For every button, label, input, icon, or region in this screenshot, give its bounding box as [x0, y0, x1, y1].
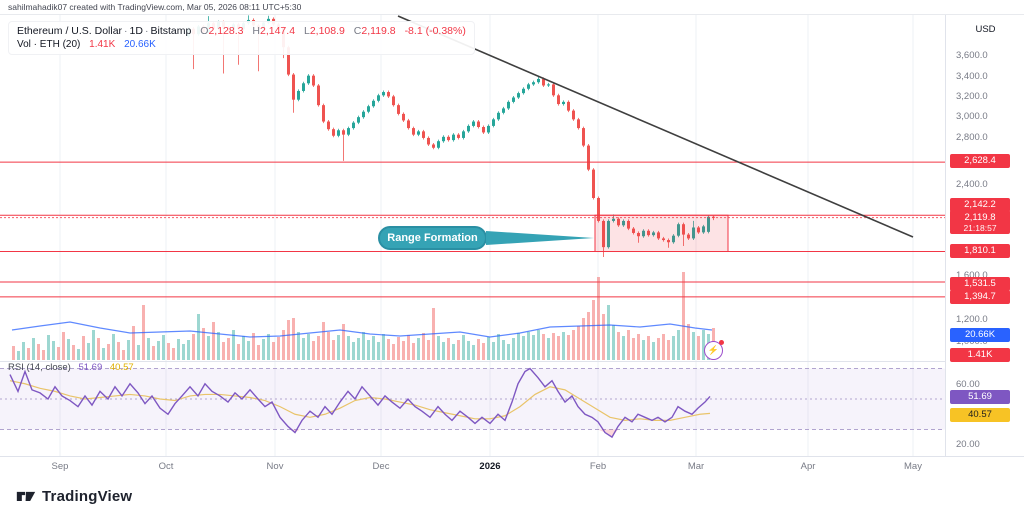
price-label-badge: 1,394.7	[950, 290, 1010, 304]
main-chart-canvas[interactable]	[0, 0, 945, 456]
change-value: -8.1 (-0.38%)	[404, 25, 466, 37]
time-tick-label: Feb	[589, 461, 607, 472]
countdown-timer: 21:18:57	[963, 223, 997, 233]
volume-ma-value: 20.66K	[124, 39, 156, 50]
price-tick-label: 60.00	[956, 379, 980, 390]
tradingview-logo-text: TradingView	[42, 487, 133, 505]
time-tick-label: Apr	[800, 461, 816, 472]
lightning-badge-icon[interactable]: ⚡	[704, 340, 724, 360]
time-tick-label: Mar	[687, 461, 705, 472]
rsi-indicator-label: RSI (14, close)	[8, 362, 71, 373]
price-axis-currency: USD	[975, 24, 996, 35]
price-label-badge: 40.57	[950, 408, 1010, 422]
volume-indicator-row[interactable]: Vol · ETH (20) 1.41K 20.66K	[17, 39, 466, 50]
exchange-label: Bitstamp	[150, 25, 192, 37]
time-tick-label: May	[904, 461, 922, 472]
interval-label: 1D	[129, 25, 143, 37]
footer-bar: TradingView	[0, 478, 1024, 519]
attribution-text: sahilmahadik07 created with TradingView.…	[8, 2, 302, 12]
rsi-current-value: 51.69	[78, 362, 103, 373]
time-tick-label: Oct	[158, 461, 174, 472]
volume-current-value: 1.41K	[89, 39, 116, 50]
price-label-badge: 2,628.4	[950, 154, 1010, 168]
price-tick-label: 1,600.0	[956, 270, 988, 281]
price-tick-label: 20.00	[956, 439, 980, 450]
tradingview-logo-icon	[16, 491, 36, 501]
price-tick-label: 1,200.0	[956, 314, 988, 325]
price-label-badge: 2,142.2	[950, 198, 1010, 212]
price-label-badge: 1.41K	[950, 348, 1010, 362]
range-formation-callout[interactable]: Range Formation	[378, 226, 487, 250]
rsi-indicator-row[interactable]: RSI (14, close) 51.69 40.57	[8, 362, 134, 373]
price-tick-label: 2,800.0	[956, 132, 988, 143]
time-tick-label: 2026	[479, 461, 501, 472]
price-label-badge: 1,810.1	[950, 244, 1010, 258]
volume-indicator-label: Vol · ETH (20)	[17, 39, 81, 50]
symbol-name: Ethereum / U.S. Dollar	[17, 25, 123, 37]
callout-arrow-icon	[486, 231, 594, 245]
notification-dot	[719, 340, 724, 345]
price-tick-label: 3,600.0	[956, 50, 988, 61]
time-axis[interactable]: Sep Oct Nov Dec 2026 Feb Mar Apr May	[0, 456, 1024, 479]
price-tick-label: 3,200.0	[956, 91, 988, 102]
ohlc-high: H2,147.4	[252, 25, 296, 37]
range-formation-label: Range Formation	[387, 232, 478, 244]
price-axis[interactable]: USD 3,600.0 3,400.0 3,200.0 3,000.0 2,800.0 2,…	[945, 15, 1024, 456]
time-tick-label: Sep	[51, 461, 69, 472]
ohlc-open: O2,128.3	[200, 25, 244, 37]
price-label-badge: 51.69	[950, 390, 1010, 404]
price-label-badge: 1,531.5	[950, 277, 1010, 291]
rsi-ma-value: 40.57	[109, 362, 134, 373]
price-tick-label: 2,400.0	[956, 179, 988, 190]
attribution-bar: sahilmahadik07 created with TradingView.…	[0, 0, 1024, 15]
ohlc-low: L2,108.9	[303, 25, 345, 37]
time-tick-label: Dec	[372, 461, 390, 472]
price-tick-label: 3,400.0	[956, 71, 988, 82]
tradingview-logo[interactable]: TradingView	[16, 487, 132, 505]
time-tick-label: Nov	[266, 461, 284, 472]
symbol-legend[interactable]: Ethereum / U.S. Dollar · 1D · Bitstamp O2,12…	[8, 21, 475, 55]
price-tick-label: 3,000.0	[956, 111, 988, 122]
price-label-badge: 20.66K	[950, 328, 1010, 342]
ohlc-close: C2,119.8	[353, 25, 396, 37]
price-label-badge: 2,119.8 21:18:57	[950, 210, 1010, 234]
symbol-info-row: Ethereum / U.S. Dollar · 1D · Bitstamp O2,12…	[17, 25, 466, 37]
